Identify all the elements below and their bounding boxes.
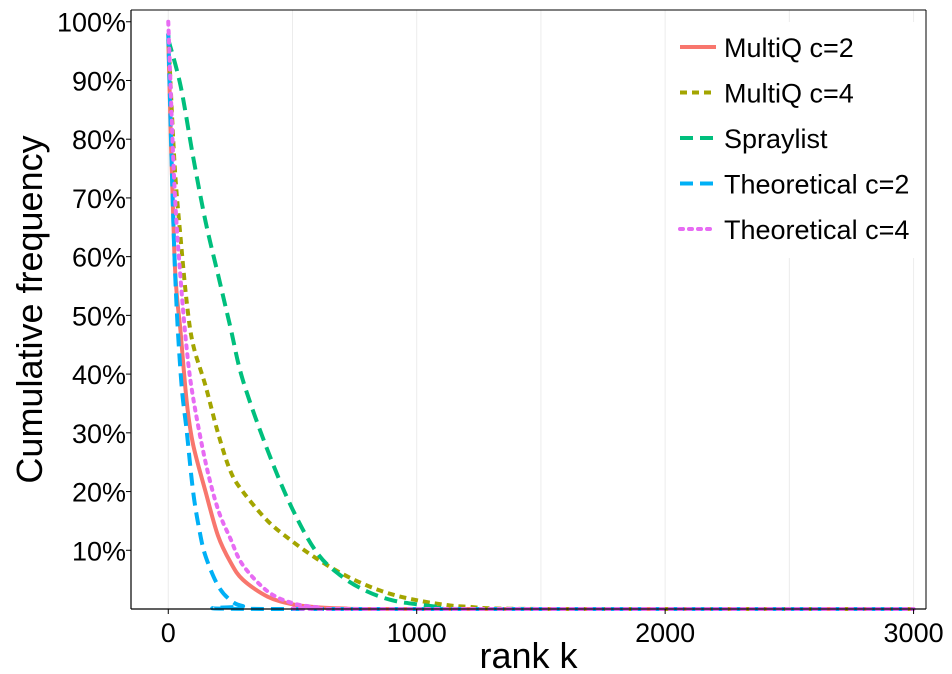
y-tick-label: 100% [57, 8, 126, 38]
legend-label-2: MultiQ c=4 [724, 79, 854, 109]
y-tick-label: 80% [72, 125, 126, 155]
y-tick-label: 20% [72, 478, 126, 508]
axes [126, 9, 927, 614]
y-tick-label: 30% [72, 419, 126, 449]
y-tick-label: 90% [72, 66, 126, 96]
y-tick-label: 50% [72, 301, 126, 331]
series-line-2 [166, 33, 914, 612]
x-tick-label: 3000 [884, 618, 944, 648]
x-tick-label: 1000 [387, 618, 447, 648]
legend: MultiQ c=2 MultiQ c=4 Spraylist Theoretical… [666, 22, 922, 258]
y-axis-title: Cumulative frequency [9, 135, 50, 483]
series-line-3 [166, 38, 914, 612]
x-axis-title: rank k [479, 635, 578, 674]
x-tick-label: 0 [161, 618, 176, 648]
series-line-5 [166, 19, 916, 612]
tick-labels: 0 1000 2000 3000 10% 20% 30% 40% 50% 60% 70% 80% 90%… [57, 8, 944, 648]
y-tick-label: 60% [72, 243, 126, 273]
legend-label-1: MultiQ c=2 [724, 33, 854, 63]
legend-label-5: Theoretical c=4 [724, 215, 909, 245]
y-tick-label: 70% [72, 184, 126, 214]
legend-label-4: Theoretical c=2 [724, 170, 909, 200]
y-tick-label: 10% [72, 536, 126, 566]
y-tick-label: 40% [72, 360, 126, 390]
legend-label-3: Spraylist [724, 124, 828, 154]
x-tick-label: 2000 [635, 618, 695, 648]
